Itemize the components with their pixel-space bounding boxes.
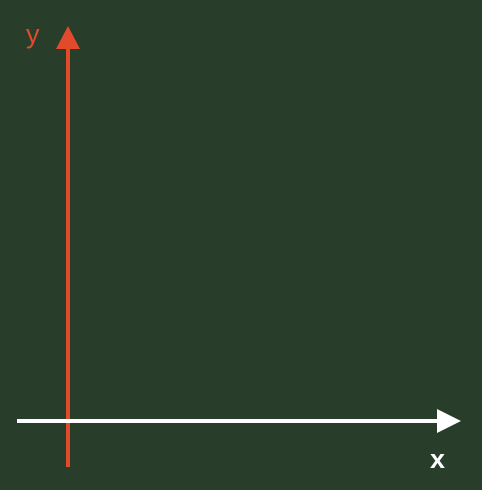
x-axis-arrowhead — [437, 409, 461, 433]
x-axis-label: x — [430, 444, 446, 474]
y-axis-label: y — [26, 19, 40, 49]
y-axis-arrowhead — [56, 26, 80, 49]
